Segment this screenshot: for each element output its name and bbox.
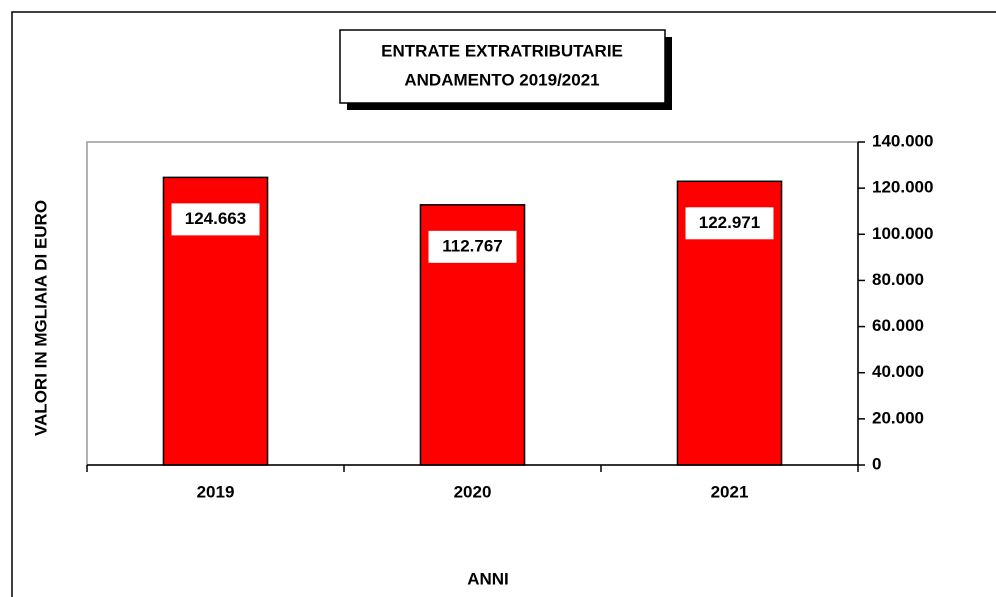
value-label: 122.971 xyxy=(699,213,760,232)
y-axis-label: VALORI IN MGLIAIA DI EURO xyxy=(31,200,50,436)
value-label-box xyxy=(685,207,774,240)
title-box xyxy=(339,29,666,104)
x-tick-label: 2021 xyxy=(711,482,749,501)
x-axis-label: ANNI xyxy=(467,569,509,588)
y-tick-label: 140.000 xyxy=(872,131,933,150)
y-tick-label: 0 xyxy=(872,454,881,473)
chart-title: ENTRATE EXTRATRIBUTARIE xyxy=(381,41,623,60)
y-tick-label: 100.000 xyxy=(872,224,933,243)
y-tick-label: 60.000 xyxy=(872,316,924,335)
value-label: 112.767 xyxy=(442,236,503,255)
value-label-box xyxy=(171,203,260,236)
y-tick-label: 120.000 xyxy=(872,178,933,197)
y-tick-label: 80.000 xyxy=(872,270,924,289)
y-tick-label: 40.000 xyxy=(872,362,924,381)
value-label-box xyxy=(428,230,517,263)
x-tick-label: 2019 xyxy=(197,482,235,501)
chart-title: ANDAMENTO 2019/2021 xyxy=(404,70,599,89)
value-label: 124.663 xyxy=(185,209,246,228)
x-tick-label: 2020 xyxy=(454,482,492,501)
y-tick-label: 20.000 xyxy=(872,408,924,427)
